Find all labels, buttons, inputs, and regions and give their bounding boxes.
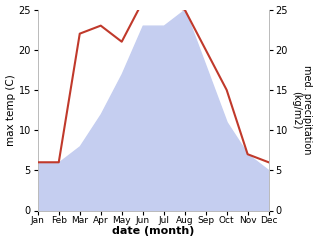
Y-axis label: max temp (C): max temp (C) — [5, 74, 16, 146]
X-axis label: date (month): date (month) — [112, 227, 194, 236]
Y-axis label: med. precipitation
(kg/m2): med. precipitation (kg/m2) — [291, 65, 313, 155]
